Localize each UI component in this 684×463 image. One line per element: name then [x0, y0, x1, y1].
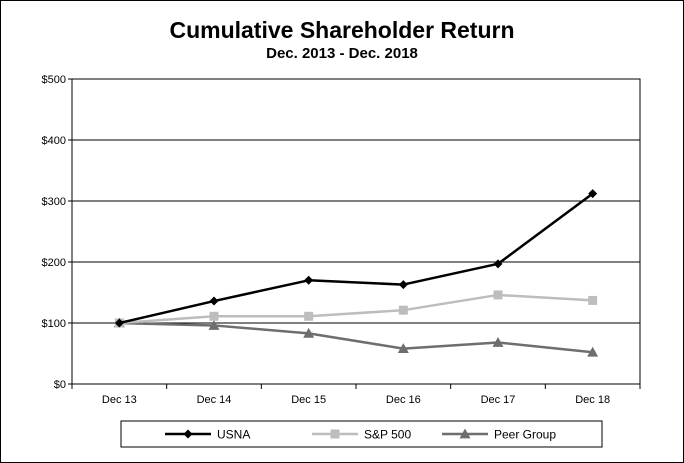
y-tick-label: $300: [42, 196, 66, 208]
data-point-usna: [588, 189, 598, 199]
data-point-usna: [209, 296, 219, 306]
data-point-usna: [114, 318, 124, 328]
data-point-peer-group: [397, 343, 409, 354]
legend-marker-peer-group: [459, 428, 471, 439]
chart-title: Cumulative Shareholder Return: [169, 17, 514, 43]
series-line-peer-group: [119, 321, 593, 354]
data-point-s-p-500: [493, 290, 503, 300]
data-point-s-p-500: [398, 305, 408, 315]
legend-label-s-p-500: S&P 500: [364, 428, 411, 442]
data-point-peer-group: [303, 327, 315, 338]
chart-subtitle: Dec. 2013 - Dec. 2018: [266, 45, 418, 62]
plot-area: $0 $100 $200 $300 $400 $500 Dec 13 Dec 14 Dec 15…: [42, 74, 641, 406]
data-point-usna: [398, 280, 408, 290]
legend-label-usna: USNA: [217, 428, 250, 442]
y-tick-label: $100: [42, 318, 66, 330]
data-point-peer-group: [208, 319, 220, 330]
data-point-peer-group: [587, 346, 599, 357]
data-point-usna: [493, 259, 503, 269]
data-point-peer-group: [492, 337, 504, 347]
x-tick-label: Dec 18: [575, 394, 610, 406]
data-point-s-p-500: [209, 311, 219, 321]
series-line-s-p-500: [119, 293, 593, 325]
y-tick-label: $0: [54, 379, 66, 391]
legend: USNA S&P 500 Peer Group: [120, 420, 603, 448]
y-tick-label: $200: [42, 257, 66, 269]
data-point-usna: [304, 275, 314, 285]
legend-marker-s-p-500: [330, 429, 340, 439]
plot-frame: [71, 78, 641, 385]
x-tick-label: Dec 17: [481, 394, 516, 406]
legend-marker-usna: [183, 429, 193, 439]
data-point-s-p-500: [588, 295, 598, 305]
x-tick-label: Dec 15: [291, 394, 326, 406]
data-point-s-p-500: [304, 311, 314, 321]
x-tick-label: Dec 14: [197, 394, 232, 406]
x-tick-label: Dec 16: [386, 394, 421, 406]
y-tick-label: $500: [42, 74, 66, 86]
legend-label-peer-group: Peer Group: [494, 428, 556, 442]
series-line-usna: [119, 192, 594, 325]
y-tick-label: $400: [42, 135, 66, 147]
x-tick-label: Dec 13: [102, 394, 137, 406]
